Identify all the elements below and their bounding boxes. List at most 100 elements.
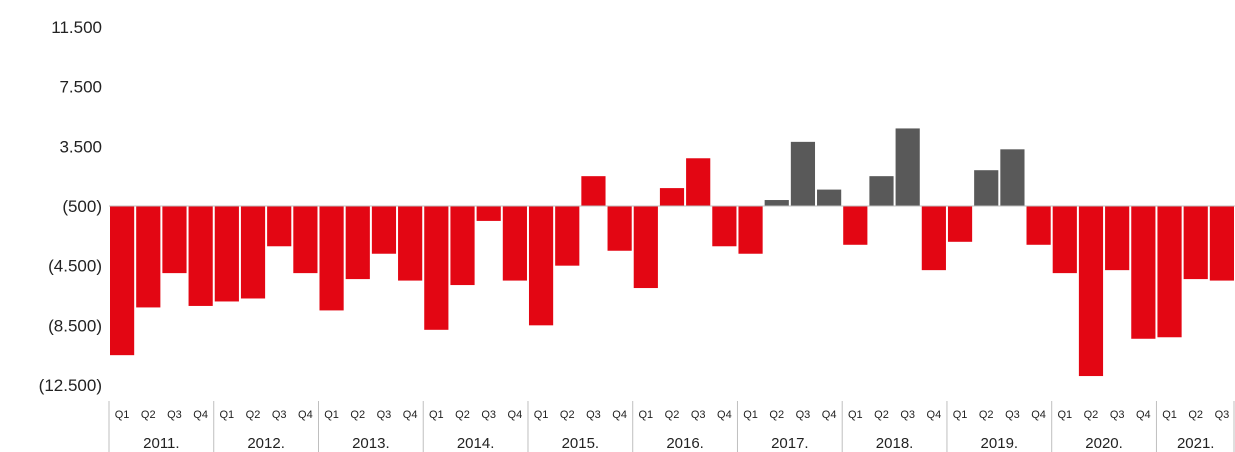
year-label: 2021.	[1177, 435, 1215, 452]
bar	[502, 206, 527, 281]
quarter-label: Q2	[246, 409, 261, 421]
bar	[1052, 206, 1077, 274]
year-label: 2020.	[1085, 435, 1123, 452]
bar	[790, 141, 816, 206]
quarter-label: Q3	[900, 409, 915, 421]
quarter-label: Q4	[1031, 409, 1046, 421]
bar	[659, 188, 685, 206]
quarter-label: Q3	[1005, 409, 1020, 421]
bar	[1157, 206, 1182, 338]
bar	[1105, 206, 1130, 271]
quarter-label: Q2	[141, 409, 156, 421]
bar	[240, 206, 266, 299]
quarter-label: Q3	[691, 409, 706, 421]
bar	[476, 206, 501, 221]
quarter-label: Q4	[612, 409, 627, 421]
quarter-label: Q2	[665, 409, 680, 421]
quarter-label: Q3	[1215, 409, 1230, 421]
bar	[817, 189, 842, 206]
year-label: 2014.	[457, 435, 495, 452]
bar	[1131, 206, 1156, 339]
quarter-label: Q3	[272, 409, 287, 421]
bar	[921, 206, 946, 271]
quarter-label: Q2	[455, 409, 470, 421]
bar	[450, 206, 475, 286]
bar	[1078, 206, 1104, 377]
bar	[843, 206, 868, 245]
y-tick-label: (8.500)	[48, 316, 102, 335]
y-tick-label: 11.500	[51, 18, 102, 37]
quarter-label: Q1	[743, 409, 758, 421]
bar	[974, 170, 999, 206]
quarter-label: Q1	[219, 409, 234, 421]
bars	[110, 128, 1234, 377]
bar	[424, 206, 449, 330]
bar	[528, 206, 554, 326]
quarter-label: Q4	[508, 409, 523, 421]
bar	[895, 128, 920, 206]
bar	[1026, 206, 1051, 245]
bar	[162, 206, 187, 274]
quarter-label: Q3	[167, 409, 182, 421]
bar	[1209, 206, 1234, 281]
quarter-label: Q2	[769, 409, 784, 421]
year-label: 2018.	[876, 435, 914, 452]
year-label: 2017.	[771, 435, 809, 452]
quarter-label: Q1	[1057, 409, 1072, 421]
bar	[398, 206, 423, 281]
bar	[1000, 149, 1025, 206]
quarter-label: Q4	[717, 409, 732, 421]
bar	[869, 176, 894, 206]
bar	[686, 158, 711, 206]
y-axis: 11.500 7.500 3.500 (500) (4.500) (8.500) (12.5…	[39, 18, 102, 395]
quarter-label: Q3	[377, 409, 392, 421]
quarter-label: Q4	[298, 409, 313, 421]
bar	[214, 206, 239, 302]
year-label: 2013.	[352, 435, 390, 452]
quarter-label: Q3	[586, 409, 601, 421]
quarter-label: Q4	[403, 409, 418, 421]
bar	[712, 206, 737, 247]
quarter-label: Q3	[1110, 409, 1125, 421]
quarter-label: Q4	[927, 409, 942, 421]
bar	[267, 206, 292, 247]
quarter-label: Q1	[324, 409, 339, 421]
y-tick-label: (12.500)	[39, 376, 102, 395]
quarter-label: Q2	[560, 409, 575, 421]
quarter-label: Q4	[193, 409, 208, 421]
quarter-label: Q1	[953, 409, 968, 421]
y-tick-label: 3.500	[59, 137, 102, 156]
quarter-label: Q1	[848, 409, 863, 421]
bar	[555, 206, 580, 266]
bar	[345, 206, 370, 280]
bar	[319, 206, 344, 311]
quarter-label: Q4	[822, 409, 837, 421]
quarter-label: Q4	[1136, 409, 1151, 421]
quarter-label: Q2	[979, 409, 994, 421]
bar	[293, 206, 318, 274]
year-label: 2012.	[247, 435, 285, 452]
year-label: 2016.	[666, 435, 704, 452]
quarter-label: Q1	[115, 409, 130, 421]
quarter-label: Q2	[874, 409, 889, 421]
y-tick-label: 7.500	[59, 78, 102, 97]
quarter-label: Q1	[1162, 409, 1177, 421]
quarter-label: Q2	[1084, 409, 1099, 421]
y-tick-label: (500)	[62, 197, 102, 216]
bar	[738, 206, 763, 254]
bar	[188, 206, 213, 306]
y-tick-label: (4.500)	[48, 257, 102, 276]
bar	[607, 206, 632, 251]
bar	[947, 206, 973, 242]
year-label: 2011.	[143, 435, 179, 452]
bar	[764, 200, 789, 206]
quarter-label: Q1	[534, 409, 549, 421]
bar	[371, 206, 397, 254]
x-axis: Q1 Q2 Q3 Q4 2011. Q1 Q2 Q3 Q4 2012. Q1 Q2 Q3 Q4 2013. Q…	[108, 401, 1235, 452]
bar	[581, 176, 606, 206]
year-label: 2019.	[981, 435, 1019, 452]
year-label: 2015.	[562, 435, 600, 452]
quarter-label: Q1	[638, 409, 653, 421]
bar	[136, 206, 161, 308]
